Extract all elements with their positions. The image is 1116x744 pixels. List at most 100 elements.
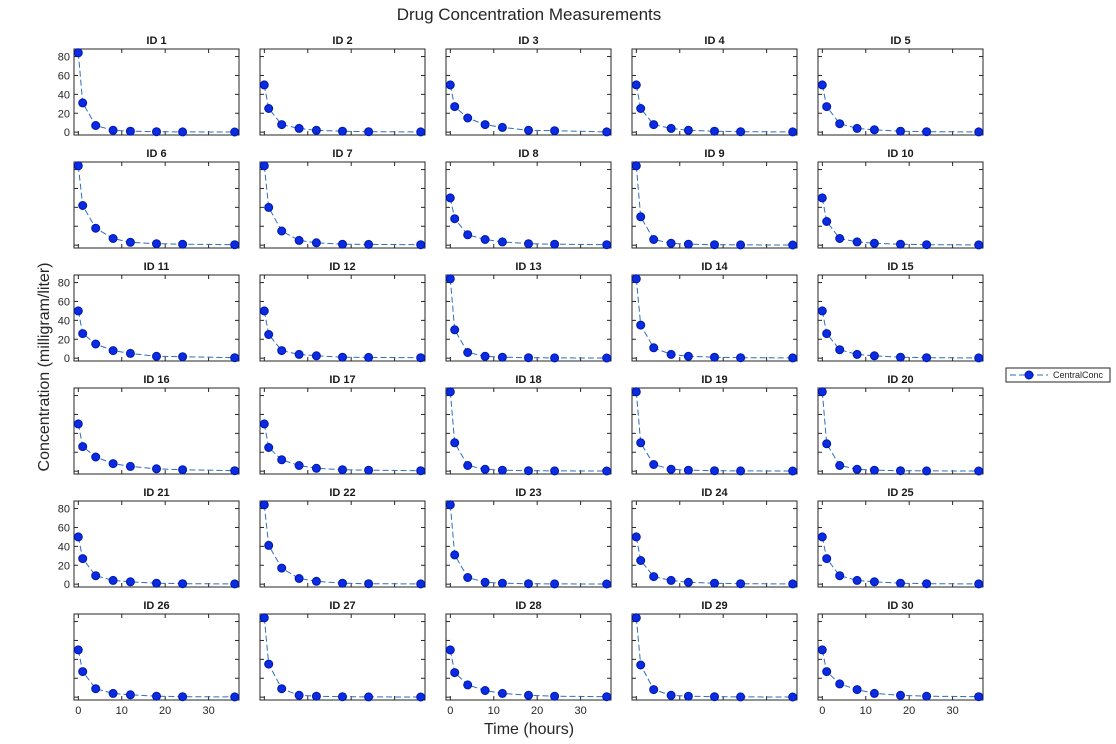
- x-tick-label: 20: [531, 705, 543, 717]
- subplot-title: ID 5: [890, 35, 910, 47]
- axes-frame: [817, 161, 984, 249]
- data-point: [835, 119, 845, 129]
- data-point: [683, 125, 693, 135]
- subplot-title: ID 15: [887, 261, 913, 273]
- data-point: [852, 464, 862, 474]
- data-point: [277, 346, 287, 356]
- data-point: [974, 692, 984, 702]
- data-point: [416, 579, 426, 589]
- data-point: [230, 692, 240, 702]
- data-point: [108, 234, 118, 243]
- legend-marker-swatch: [1024, 370, 1034, 380]
- axes-frame: [817, 387, 984, 475]
- subplot-title: ID 25: [887, 487, 913, 499]
- subplot-6: ID 6: [73, 148, 240, 250]
- data-point: [264, 202, 274, 212]
- y-tick-label: 0: [64, 579, 70, 591]
- subplot-7: ID 7: [259, 148, 426, 250]
- data-point: [277, 226, 287, 236]
- data-point: [974, 240, 984, 250]
- data-point: [311, 463, 321, 473]
- axes-frame: [73, 613, 240, 701]
- subplot-title: ID 24: [701, 487, 728, 499]
- axes-frame: [259, 613, 426, 701]
- x-tick-label: 0: [447, 705, 453, 717]
- data-point: [364, 692, 374, 702]
- subplot-title: ID 22: [329, 487, 355, 499]
- data-point: [259, 161, 269, 171]
- data-point: [649, 685, 659, 695]
- data-point: [73, 306, 83, 316]
- data-point: [710, 578, 719, 588]
- data-point: [852, 349, 862, 359]
- data-point: [264, 540, 274, 550]
- data-point: [480, 351, 490, 361]
- data-point: [294, 690, 304, 700]
- data-point: [480, 120, 490, 130]
- data-point: [602, 127, 612, 137]
- axes-frame: [445, 161, 612, 249]
- data-point: [788, 692, 798, 702]
- data-point: [636, 556, 646, 565]
- data-point: [869, 125, 879, 135]
- data-point: [230, 240, 240, 250]
- data-point: [710, 466, 719, 476]
- data-point: [922, 240, 932, 250]
- subplot-8: ID 8: [445, 148, 612, 250]
- data-point: [788, 127, 798, 137]
- data-point: [108, 575, 118, 585]
- data-point: [710, 240, 719, 250]
- data-point: [277, 563, 287, 573]
- data-point: [736, 127, 746, 137]
- data-point: [416, 240, 426, 250]
- x-tick-label: 10: [116, 705, 128, 717]
- axes-frame: [817, 500, 984, 588]
- series-line-centralconc: [449, 84, 607, 133]
- subplot-title: ID 7: [332, 148, 352, 160]
- data-point: [788, 240, 798, 250]
- data-point: [869, 351, 879, 361]
- y-tick-label: 80: [58, 504, 70, 516]
- y-tick-label: 40: [58, 89, 70, 101]
- data-point: [178, 352, 188, 362]
- data-point: [666, 238, 676, 248]
- x-tick-label: 0: [75, 705, 81, 717]
- y-tick-label: 60: [58, 522, 70, 534]
- data-point: [649, 343, 659, 353]
- data-point: [631, 161, 641, 171]
- chart-title: Drug Concentration Measurements: [397, 5, 662, 24]
- axes-frame: [445, 387, 612, 475]
- data-point: [463, 573, 473, 582]
- axes-frame: [631, 613, 798, 701]
- subplot-17: ID 17: [259, 374, 426, 476]
- y-tick-label: 60: [58, 70, 70, 82]
- axes-frame: [631, 500, 798, 588]
- axes-frame: [73, 387, 240, 475]
- data-point: [683, 239, 693, 249]
- data-point: [125, 690, 135, 700]
- data-point: [683, 351, 693, 361]
- data-point: [463, 113, 473, 123]
- y-tick-label: 60: [58, 296, 70, 308]
- subplot-20: ID 20: [817, 374, 984, 476]
- data-point: [152, 691, 161, 701]
- data-point: [480, 235, 490, 244]
- subplot-19: ID 19: [631, 374, 798, 476]
- data-point: [788, 466, 798, 476]
- data-point: [416, 127, 426, 137]
- x-tick-label: 10: [488, 705, 500, 717]
- data-point: [73, 48, 83, 58]
- data-point: [480, 577, 490, 587]
- axes-frame: [631, 274, 798, 362]
- data-point: [524, 353, 533, 363]
- data-point: [294, 349, 304, 359]
- y-tick-label: 0: [64, 353, 70, 365]
- data-point: [230, 127, 240, 137]
- data-point: [91, 339, 101, 349]
- data-point: [736, 579, 746, 589]
- subplot-title: ID 30: [887, 600, 913, 612]
- data-point: [178, 127, 188, 137]
- data-point: [922, 691, 932, 701]
